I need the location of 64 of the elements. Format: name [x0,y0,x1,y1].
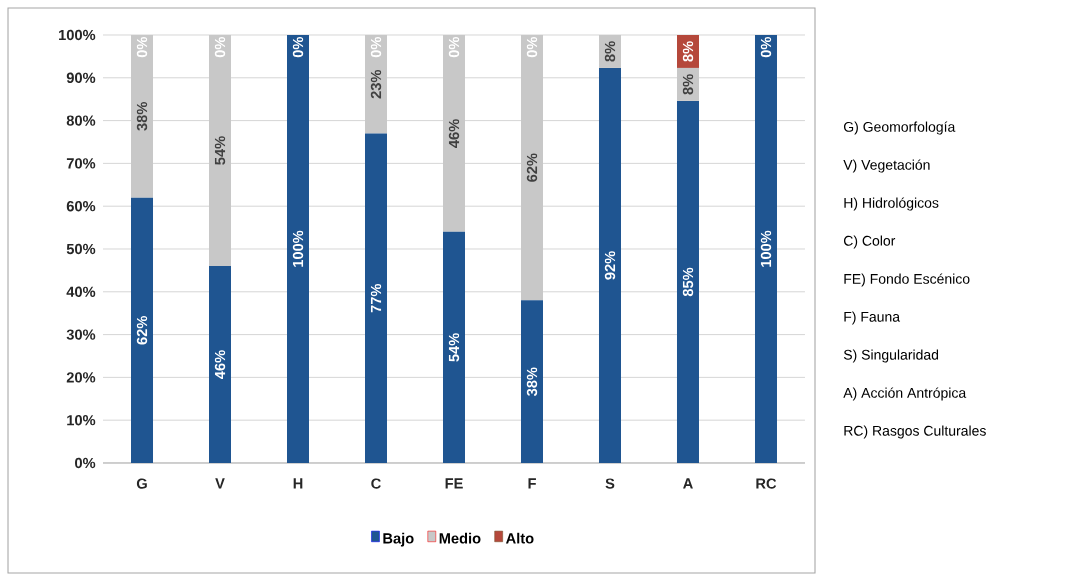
y-tick-label: 90% [66,72,96,83]
y-tick-label: 50% [66,243,96,255]
data-label: 62% [136,316,148,345]
legend-label: Medio [439,532,481,544]
data-label: 54% [448,333,460,362]
x-tick-label: S [605,478,615,489]
y-tick-label: 20% [66,372,96,383]
x-tick-label: FE [445,478,463,489]
bar [443,34,465,232]
bar [521,300,543,463]
y-tick-label: 80% [66,115,96,126]
text: C) Color [843,235,896,249]
data-label: 0% [760,36,772,58]
bar [287,34,309,463]
data-label: 46% [448,119,460,148]
bar [209,34,231,267]
x-tick-label: RC [756,478,777,489]
data-label: 23% [370,69,382,99]
bar [598,67,621,463]
y-tick-label: 60% [66,201,96,212]
data-label: 46% [214,350,226,379]
y-tick-label: 100% [59,29,96,41]
x-tick-label: H [293,478,303,489]
data-label: 0% [292,36,304,58]
data-label: 85% [682,267,694,297]
data-label: 100% [760,230,772,267]
text: RC) Rasgos Culturales [844,425,986,439]
bar [131,34,153,198]
text: A) Acción Antrópica [843,387,967,401]
x-tick-label: F [528,478,536,489]
legend-label: Alto [505,532,534,544]
bar [131,197,153,463]
text: H) Hidrológicos [844,197,939,211]
data-label: 8% [682,41,694,62]
data-label: 62% [526,153,538,182]
data-label: 8% [682,74,694,95]
y-tick-label: 40% [66,286,96,297]
y-tick-label: 10% [67,415,96,426]
bar [521,34,543,301]
x-tick-label: A [683,478,693,489]
text: V) Vegetación [843,159,930,173]
data-label: 8% [604,41,616,62]
data-label: 38% [526,367,538,397]
y-tick-label: 30% [66,329,96,340]
data-label: 38% [136,102,148,131]
bar [209,266,231,463]
data-label: 77% [370,283,382,313]
text: FE) Fondo Escénico [844,273,970,287]
x-tick-label: G [136,478,147,489]
y-tick-label: 0% [75,457,96,469]
bar [754,34,777,463]
bar [443,231,465,463]
text: F) Fauna [844,311,901,325]
data-label: 100% [292,230,304,267]
data-label: 92% [604,251,616,280]
bar [365,133,387,463]
legend-label: Bajo [383,532,414,547]
x-tick-label: V [215,478,225,489]
bar [676,100,699,463]
text: S) Singularidad [843,349,939,363]
x-tick-label: C [371,478,381,489]
y-tick-label: 70% [66,158,96,169]
data-label: 54% [214,136,226,165]
text: G) Geomorfología [843,121,956,135]
